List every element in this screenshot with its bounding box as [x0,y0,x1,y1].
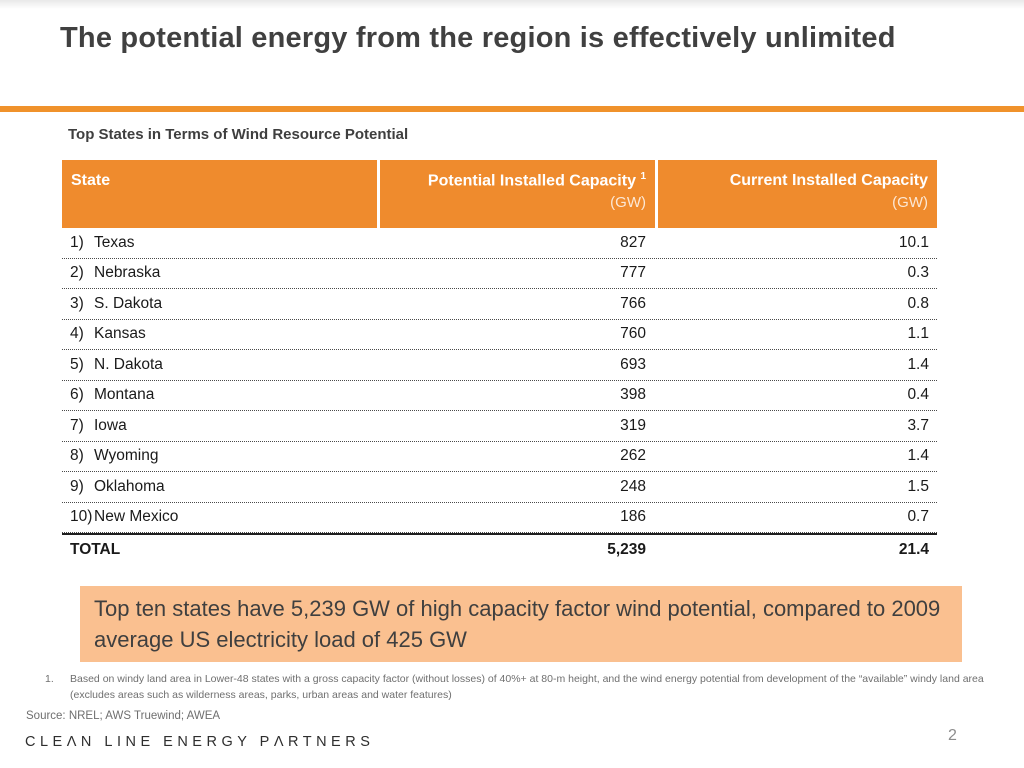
rank-cell: 5) [70,355,84,373]
table-row: 7) Iowa 319 3.7 [62,411,937,442]
footnote: 1. Based on windy land area in Lower-48 … [45,672,990,704]
state-cell: Oklahoma [94,477,165,495]
total-potential-cell: 5,239 [607,540,646,558]
state-cell: N. Dakota [94,355,163,373]
rank-cell: 3) [70,294,84,312]
state-cell: New Mexico [94,508,179,526]
header-potential-label: Potential Installed Capacity [427,172,636,190]
state-cell: Kansas [94,325,146,343]
header-current-unit: (GW) [892,193,928,211]
rank-cell: 7) [70,416,84,434]
table-header-row: State Potential Installed Capacity 1 (GW… [62,160,937,228]
table-row: 5) N. Dakota 693 1.4 [62,350,937,381]
footnote-marker: 1 [640,171,646,182]
rank-cell: 10) [70,508,93,526]
title-divider-rule [0,106,1024,112]
current-cell: 3.7 [907,416,929,434]
table-row: 8) Wyoming 262 1.4 [62,442,937,472]
current-cell: 1.5 [907,477,929,495]
rank-cell: 4) [70,325,84,343]
state-cell: Montana [94,386,155,404]
potential-cell: 398 [620,386,646,404]
potential-cell: 262 [620,447,646,465]
rank-cell: 6) [70,386,84,404]
rank-cell: 8) [70,447,84,465]
table-row: 6) Montana 398 0.4 [62,381,937,411]
header-potential-capacity: Potential Installed Capacity 1 (GW) [380,160,655,228]
potential-cell: 248 [620,477,646,495]
rank-cell: 1) [70,233,84,251]
callout-text: Top ten states have 5,239 GW of high cap… [94,596,941,653]
potential-cell: 760 [620,325,646,343]
table-row: 9) Oklahoma 248 1.5 [62,472,937,503]
potential-cell: 766 [620,294,646,312]
total-label: TOTAL [70,540,121,558]
current-cell: 1.4 [907,447,929,465]
wind-potential-table: State Potential Installed Capacity 1 (GW… [62,160,937,564]
header-current-label: Current Installed Capacity [729,172,928,189]
table-row: 4) Kansas 760 1.1 [62,320,937,350]
state-cell: S. Dakota [94,294,163,312]
current-cell: 0.4 [907,386,929,404]
state-cell: Wyoming [94,447,159,465]
slide-top-edge [0,0,1024,9]
footnote-number: 1. [45,673,54,685]
source-attribution: Source: NREL; AWS Truewind; AWEA [26,710,221,722]
clean-line-energy-partners-logo: CLEΛN LINE ENERGY PΛRTNERS [25,734,375,750]
footnote-text: Based on windy land area in Lower-48 sta… [70,673,984,701]
current-cell: 1.1 [907,325,929,343]
state-cell: Texas [94,233,135,251]
state-cell: Iowa [94,416,127,434]
header-state: State [62,160,377,228]
table-row: 10) New Mexico 186 0.7 [62,503,937,533]
potential-cell: 319 [620,416,646,434]
table-total-row: TOTAL 5,239 21.4 [62,533,937,564]
table-row: 2) Nebraska 777 0.3 [62,259,937,289]
table-row: 3) S. Dakota 766 0.8 [62,289,937,320]
slide-title: The potential energy from the region is … [60,22,896,54]
rank-cell: 9) [70,477,84,495]
current-cell: 0.8 [907,294,929,312]
current-cell: 10.1 [898,233,929,251]
total-current-cell: 21.4 [898,540,929,558]
current-cell: 0.3 [907,264,929,282]
table-row: 1) Texas 827 10.1 [62,228,937,259]
potential-cell: 777 [620,264,646,282]
key-takeaway-callout: Top ten states have 5,239 GW of high cap… [80,586,962,663]
header-potential-unit: (GW) [610,193,646,211]
header-current-capacity: Current Installed Capacity (GW) [658,160,937,228]
potential-cell: 827 [620,233,646,251]
potential-cell: 693 [620,355,646,373]
page-number: 2 [948,727,957,744]
state-cell: Nebraska [94,264,161,282]
current-cell: 1.4 [907,355,929,373]
table-caption: Top States in Terms of Wind Resource Pot… [68,126,409,143]
current-cell: 0.7 [907,508,929,526]
potential-cell: 186 [620,508,646,526]
header-state-label: State [71,172,111,189]
rank-cell: 2) [70,264,84,282]
